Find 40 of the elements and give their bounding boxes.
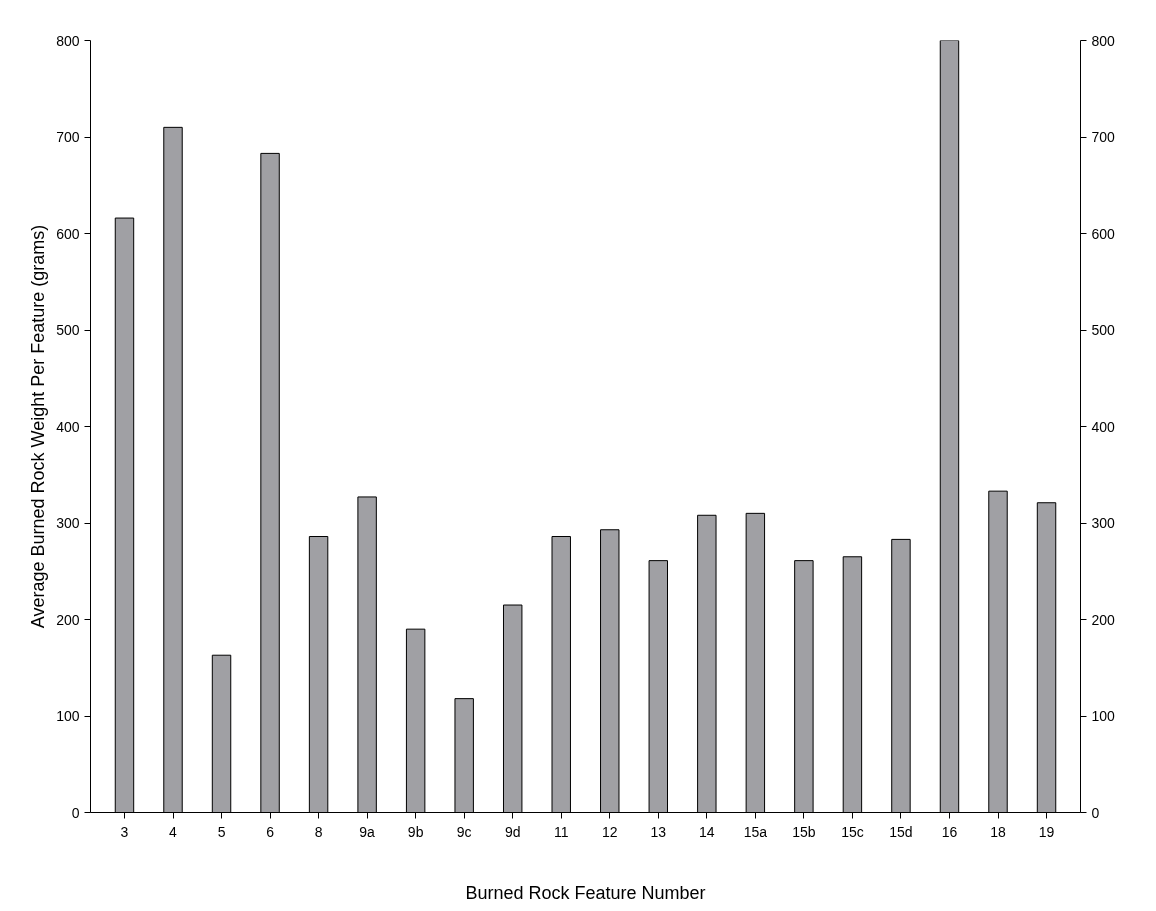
- x-tick-label: 4: [169, 823, 178, 840]
- x-tick-label: 15b: [792, 823, 816, 840]
- y-tick-label: 500: [56, 322, 80, 338]
- x-tick-label: 9c: [456, 823, 472, 840]
- y-axis-title: Average Burned Rock Weight Per Feature (grams): [28, 224, 49, 629]
- x-tick-label: 9b: [407, 823, 424, 840]
- x-tick-label: 9d: [504, 823, 521, 840]
- y-tick-label: 200: [56, 611, 80, 628]
- y2-tick-label: 200: [1091, 611, 1116, 628]
- x-tick-label: 12: [601, 823, 618, 840]
- y2-tick-label: 800: [1091, 32, 1116, 49]
- x-tick-label: 11: [553, 823, 569, 840]
- y2-tick-label: 0: [1091, 804, 1100, 821]
- x-tick-label: 13: [650, 823, 667, 840]
- y2-tick-label: 700: [1091, 129, 1116, 145]
- x-tick-label: 8: [314, 823, 323, 840]
- x-tick-label: 15d: [889, 823, 913, 840]
- x-tick-label: 18: [990, 823, 1006, 840]
- y-tick-label: 600: [56, 225, 80, 242]
- x-tick-label: 19: [1038, 823, 1055, 840]
- x-tick-label: 16: [941, 823, 958, 840]
- x-tick-label: 15c: [841, 823, 864, 840]
- x-axis-title: Burned Rock Feature Number: [465, 882, 706, 903]
- y2-tick-label: 100: [1091, 708, 1116, 724]
- y-tick-label: 0: [71, 804, 80, 821]
- y-tick-label: 300: [56, 515, 80, 531]
- y2-tick-label: 500: [1091, 322, 1116, 338]
- x-tick-label: 14: [699, 823, 715, 840]
- y2-tick-label: 600: [1091, 225, 1116, 242]
- x-tick-label: 6: [266, 823, 275, 840]
- y-tick-label: 700: [56, 129, 80, 145]
- y-tick-label: 400: [56, 418, 80, 435]
- y2-tick-label: 400: [1091, 418, 1116, 435]
- x-tick-label: 15a: [743, 823, 768, 840]
- x-tick-label: 9a: [359, 823, 376, 840]
- x-tick-label: 3: [120, 823, 129, 840]
- y2-tick-label: 300: [1091, 515, 1116, 531]
- y-tick-label: 800: [56, 32, 80, 49]
- x-tick-label: 5: [217, 823, 226, 840]
- y-tick-label: 100: [56, 708, 80, 724]
